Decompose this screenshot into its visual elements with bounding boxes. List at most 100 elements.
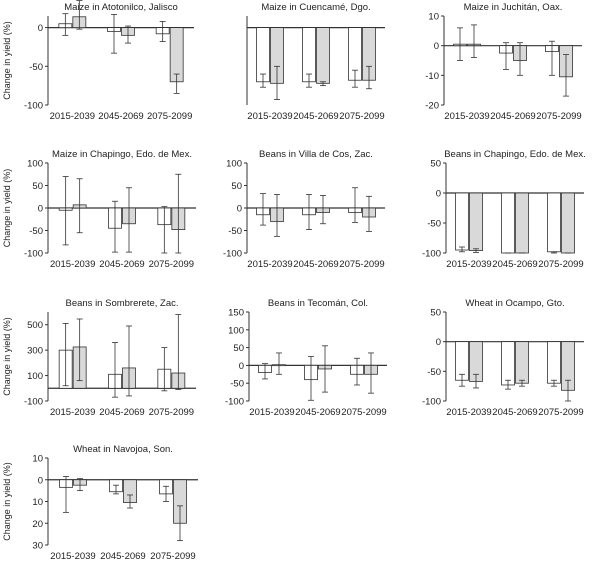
bar (515, 192, 529, 254)
chart-panel: Beans in Tecomán, Col. 150 100 50 0 -50 -100 20… (225, 298, 387, 418)
y-tick-label: 0 (38, 204, 43, 215)
y-tick-label: 30 (32, 541, 43, 552)
chart-title: Maize in Juchitán, Oax. (464, 2, 563, 13)
chart-panel: Beans in Villa de Cos, Zac. 100 50 0 -50 -100… (223, 149, 385, 270)
chart-panel: Beans in Chapingo, Edo. de Mex.50 0 -50 -10… (422, 149, 586, 270)
chart-title: Wheat in Ocampo, Gto. (465, 298, 564, 309)
y-tick-label: 100 (228, 325, 244, 336)
y-tick-label: -10 (425, 71, 439, 82)
y-tick-label: 300 (27, 346, 43, 357)
x-tick-label: 2045-2069 (295, 407, 340, 418)
x-tick-label: 2015-2039 (50, 111, 95, 122)
y-tick-label: 50 (430, 159, 441, 170)
x-tick-label: 2015-2039 (446, 407, 491, 418)
chart-title: Beans in Chapingo, Edo. de Mex. (444, 149, 586, 160)
x-tick-label: 2075-2099 (150, 551, 195, 562)
chart-title: Beans in Sombrerete, Zac. (66, 298, 179, 309)
chart-panel: Maize in Cuencamé, Dgo. 2015-2039 2045-206… (246, 2, 385, 122)
y-tick-label: 10 (32, 497, 43, 508)
x-tick-label: 2075-2099 (147, 111, 192, 122)
bar (561, 192, 575, 254)
bar (501, 341, 515, 386)
x-tick-label: 2075-2099 (538, 259, 583, 270)
chart-panel: Maize in Chapingo, Edo. de Mex. 100 50 0 -50… (2, 149, 196, 270)
chart-title: Wheat in Navojoa, Son. (73, 444, 173, 455)
chart-panel: Beans in Sombrerete, Zac. 500 300 100 -100 20… (2, 298, 196, 418)
y-tick-label: -20 (425, 101, 439, 112)
y-tick-label: 0 (434, 41, 439, 52)
bar (501, 192, 515, 254)
x-tick-label: 2015-2039 (247, 259, 292, 270)
y-tick-label: -50 (427, 219, 441, 230)
y-tick-label: -50 (230, 379, 244, 390)
y-tick-label: -50 (29, 62, 43, 73)
y-tick-label: -100 (24, 249, 43, 260)
x-tick-label: 2015-2039 (50, 551, 95, 562)
y-axis-label: Change in yield (%) (2, 462, 12, 541)
bar (455, 192, 469, 251)
x-tick-label: 2075-2099 (339, 111, 384, 122)
bar (469, 192, 483, 251)
x-tick-label: 2045-2069 (492, 407, 537, 418)
x-tick-label: 2045-2069 (99, 259, 144, 270)
x-tick-label: 2075-2099 (149, 407, 194, 418)
y-tick-label: 50 (32, 181, 43, 192)
chart-title: Maize in Chapingo, Edo. de Mex. (52, 149, 192, 160)
x-tick-label: 2075-2099 (536, 111, 581, 122)
x-tick-label: 2045-2069 (293, 259, 338, 270)
y-tick-label: 50 (231, 181, 242, 192)
x-tick-label: 2075-2099 (538, 407, 583, 418)
y-tick-label: 50 (430, 308, 441, 319)
y-tick-label: -100 (223, 249, 242, 260)
y-tick-label: 0 (237, 204, 242, 215)
chart-panel: Maize in Juchitán, Oax. 10 0 -10 -20 2015-203… (425, 2, 582, 122)
y-tick-label: 100 (27, 159, 43, 170)
x-tick-label: 2075-2099 (341, 407, 386, 418)
chart-title: Beans in Tecomán, Col. (268, 298, 368, 309)
y-tick-label: -100 (422, 249, 441, 260)
x-tick-label: 2045-2069 (98, 111, 143, 122)
y-tick-label: 150 (228, 308, 244, 319)
y-axis-label: Change in yield (%) (2, 169, 12, 248)
x-tick-label: 2015-2039 (247, 111, 292, 122)
bar (515, 341, 529, 384)
chart-panel: Wheat in Navojoa, Son. 10 0 10 20 30 2015-2039… (2, 444, 198, 562)
y-tick-label: 10 (32, 454, 43, 465)
y-axis-label: Change in yield (%) (2, 21, 12, 100)
x-tick-label: 2045-2069 (490, 111, 535, 122)
y-tick-label: 50 (233, 343, 244, 354)
y-tick-label: -100 (24, 397, 43, 408)
y-tick-label: 500 (27, 320, 43, 331)
x-tick-label: 2045-2069 (293, 111, 338, 122)
x-tick-label: 2045-2069 (100, 551, 145, 562)
y-tick-label: 20 (32, 519, 43, 530)
x-tick-label: 2015-2039 (446, 259, 491, 270)
x-tick-label: 2015-2039 (50, 407, 95, 418)
chart-panel: Wheat in Ocampo, Gto. 50 0 -50 -100 2015-2039… (422, 298, 584, 418)
bar (547, 192, 561, 253)
chart-title: Beans in Villa de Cos, Zac. (259, 149, 373, 160)
x-tick-label: 2045-2069 (492, 259, 537, 270)
x-tick-label: 2075-2099 (339, 259, 384, 270)
y-tick-label: 0 (38, 23, 43, 34)
y-tick-label: -50 (427, 367, 441, 378)
bar (316, 27, 330, 84)
y-tick-label: 100 (27, 371, 43, 382)
y-tick-label: 0 (436, 189, 441, 200)
y-tick-label: 100 (226, 159, 242, 170)
bar (547, 341, 561, 384)
y-tick-label: -100 (225, 397, 244, 408)
y-tick-label: 0 (436, 337, 441, 348)
y-tick-label: 0 (239, 361, 244, 372)
y-tick-label: -50 (29, 226, 43, 237)
y-tick-label: -100 (24, 101, 43, 112)
chart-title: Maize in Atotonilco, Jalisco (64, 2, 178, 13)
x-tick-label: 2015-2039 (50, 259, 95, 270)
chart-panel: Maize in Atotonilco, Jalisco 0 -50 -100 2015… (2, 0, 194, 122)
y-tick-label: 0 (38, 475, 43, 486)
y-tick-label: -50 (228, 226, 242, 237)
x-tick-label: 2015-2039 (444, 111, 489, 122)
y-axis-label: Change in yield (%) (2, 317, 12, 396)
y-tick-label: -100 (422, 397, 441, 408)
